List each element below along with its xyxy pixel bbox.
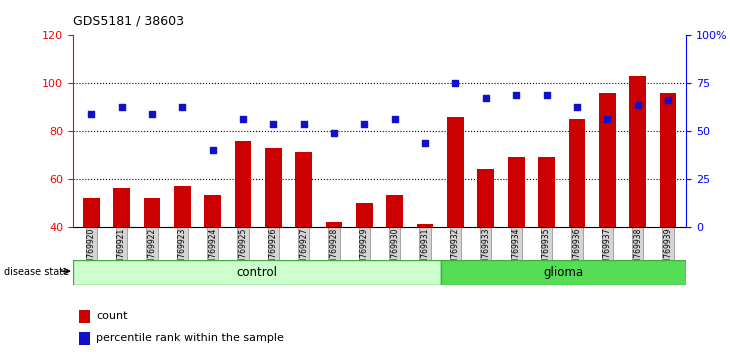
Bar [326, 222, 342, 227]
Point [358, 121, 370, 127]
Point [116, 104, 128, 110]
Bar [569, 119, 585, 227]
Point [510, 92, 522, 98]
Bar [356, 202, 373, 227]
Point [389, 116, 401, 122]
Bar [79, 310, 91, 323]
Bar [83, 198, 99, 227]
Text: disease state: disease state [4, 267, 69, 277]
Bar [441, 260, 686, 285]
Text: percentile rank within the sample: percentile rank within the sample [96, 333, 284, 343]
Point [541, 92, 553, 98]
Bar [113, 188, 130, 227]
Bar [386, 195, 403, 227]
Point [662, 97, 674, 103]
Text: GDS5181 / 38603: GDS5181 / 38603 [73, 14, 184, 27]
Text: control: control [237, 266, 277, 279]
Point [480, 95, 492, 101]
Point [571, 104, 583, 110]
Bar [73, 260, 441, 285]
Bar [508, 157, 525, 227]
Point [602, 116, 613, 122]
Bar [599, 93, 615, 227]
Point [177, 104, 188, 110]
Bar [538, 157, 555, 227]
Point [298, 121, 310, 127]
Point [207, 147, 218, 153]
Text: glioma: glioma [544, 266, 583, 279]
Bar [174, 186, 191, 227]
Bar [660, 93, 676, 227]
Point [328, 131, 340, 136]
Bar [629, 76, 646, 227]
Bar [447, 116, 464, 227]
Bar [296, 153, 312, 227]
Bar [79, 332, 91, 345]
Bar [234, 141, 251, 227]
Bar [144, 198, 161, 227]
Text: count: count [96, 312, 128, 321]
Point [419, 140, 431, 146]
Bar [204, 195, 221, 227]
Point [85, 112, 97, 117]
Point [267, 121, 279, 127]
Point [146, 112, 158, 117]
Point [237, 116, 249, 122]
Point [450, 80, 461, 86]
Bar [417, 224, 434, 227]
Bar [477, 169, 494, 227]
Point [631, 102, 643, 108]
Bar [265, 148, 282, 227]
